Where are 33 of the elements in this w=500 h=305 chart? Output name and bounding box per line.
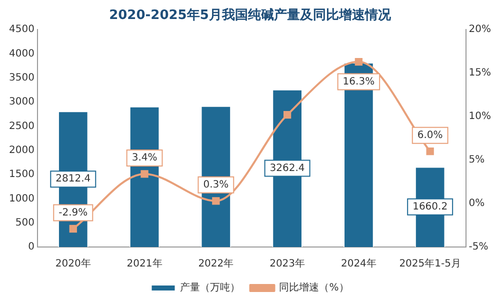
x-tick-label: 2020年 [55, 258, 91, 270]
chart-title: 2020-2025年5月我国纯碱产量及同比增速情况 [109, 7, 392, 24]
y-tick-label: 3500 [8, 72, 34, 84]
y2-tick-label: 10% [468, 111, 492, 122]
data-label: -2.9% [58, 207, 88, 218]
data-label: 0.3% [203, 180, 229, 191]
x-tick-label: 2023年 [270, 258, 306, 270]
y-tick-label: 500 [15, 217, 34, 228]
x-tick-label: 2025年1-5月 [399, 258, 461, 270]
y-tick-label: 0 [28, 242, 34, 253]
data-label: 3262.4 [270, 162, 305, 174]
y2-tick-label: 0% [468, 198, 485, 210]
x-tick-label: 2021年 [126, 258, 162, 270]
y-tick-label: 4000 [8, 48, 34, 60]
x-tick-label: 2024年 [340, 258, 376, 270]
y-tick-label: 2500 [8, 120, 34, 132]
data-label: 6.0% [417, 130, 443, 141]
y-tick-label: 4500 [8, 24, 34, 36]
x-tick-label: 2022年 [198, 258, 234, 270]
y-tick-label: 3000 [8, 96, 34, 108]
y-tick-label: 1000 [8, 193, 34, 204]
data-label: 2812.4 [56, 174, 91, 185]
data-label: 16.3% [342, 76, 375, 88]
y2-tick-label: 20% [468, 24, 492, 36]
y2-tick-label: 15% [468, 68, 492, 79]
data-label: 1660.2 [412, 201, 448, 212]
legend-label: 同比增速（%） [279, 282, 349, 294]
legend-label: 产量（万吨） [180, 282, 240, 294]
data-label: 3.4% [132, 152, 158, 164]
y-tick-label: 1500 [8, 169, 34, 180]
y-tick-label: 2000 [8, 144, 34, 156]
y2-tick-label: -5% [468, 242, 488, 253]
y2-tick-label: 5% [468, 154, 485, 166]
